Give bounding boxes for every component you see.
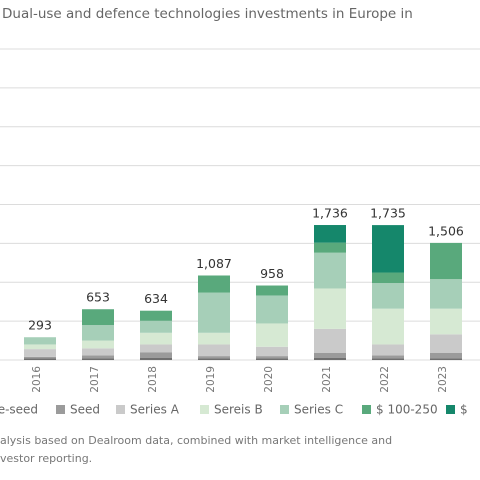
- total-label: 1,087: [196, 256, 232, 271]
- bar-segment: [256, 356, 288, 359]
- total-label: 634: [144, 291, 168, 306]
- bar-segment: [24, 337, 56, 345]
- legend-label: Series C: [294, 403, 343, 417]
- bar-segment: [314, 357, 346, 360]
- bar-segment: [430, 334, 462, 354]
- bar-segment: [430, 358, 462, 360]
- total-label: 1,506: [428, 223, 464, 238]
- legend-label: $ 100-250: [376, 403, 438, 417]
- x-tick-label: 2017: [89, 366, 101, 393]
- legend-swatch: [362, 405, 371, 414]
- legend-label: Series A: [130, 403, 180, 417]
- bar-segment: [82, 348, 114, 356]
- bar-segment: [140, 320, 172, 333]
- bar-segment: [140, 344, 172, 353]
- x-tick-label: 2016: [31, 366, 43, 393]
- bar-segment: [140, 332, 172, 345]
- bar-segment: [372, 272, 404, 284]
- bar-segment: [256, 295, 288, 324]
- legend-label: $: [460, 403, 468, 417]
- bar-segment: [198, 358, 230, 360]
- total-label: 1,735: [370, 206, 406, 221]
- bar-segment: [314, 252, 346, 289]
- legend-label: Seed: [70, 403, 100, 417]
- bar-segment: [24, 356, 56, 359]
- bar-segment: [256, 358, 288, 360]
- source-line: alysis based on Dealroom data, combined …: [0, 434, 392, 447]
- bar-segment: [314, 353, 346, 358]
- bar-segment: [430, 353, 462, 359]
- bar-segment: [430, 242, 462, 280]
- bar-segment: [140, 352, 172, 358]
- bar-segment: [198, 344, 230, 357]
- bar-segment: [430, 308, 462, 335]
- legend-swatch: [56, 405, 65, 414]
- bar-segment: [82, 309, 114, 326]
- bar-segment: [198, 292, 230, 333]
- bar-segment: [24, 344, 56, 350]
- bar-segment: [82, 325, 114, 341]
- bar-segment: [314, 225, 346, 243]
- legend-swatch: [200, 405, 209, 414]
- bar-segment: [372, 355, 404, 359]
- bar-segment: [372, 308, 404, 345]
- bar-segment: [24, 358, 56, 360]
- bar-segment: [372, 225, 404, 273]
- legend-swatch: [280, 405, 289, 414]
- x-tick-label: 2023: [437, 366, 449, 393]
- legend-swatch: [446, 405, 455, 414]
- bar-segment: [82, 340, 114, 349]
- x-tick-label: 2019: [205, 366, 217, 393]
- bar-segment: [82, 358, 114, 360]
- x-tick-label: 2021: [321, 366, 333, 393]
- x-tick-label: 2022: [379, 366, 391, 393]
- bar-segment: [372, 358, 404, 360]
- bar-segment: [314, 242, 346, 253]
- legend-swatch: [116, 405, 125, 414]
- bar-segment: [140, 357, 172, 360]
- bar-segment: [256, 285, 288, 296]
- bar-segment: [198, 356, 230, 359]
- bar-segment: [372, 344, 404, 356]
- legend-label: Sereis B: [214, 403, 263, 417]
- bar-segment: [82, 355, 114, 359]
- bar-segment: [198, 275, 230, 293]
- x-tick-label: 2018: [147, 366, 159, 393]
- bar-segment: [314, 288, 346, 329]
- bar-segment: [24, 349, 56, 357]
- bar-segment: [140, 310, 172, 321]
- source-line: vestor reporting.: [0, 452, 92, 465]
- total-label: 958: [260, 266, 284, 281]
- bar-segment: [256, 323, 288, 347]
- bar-segment: [314, 328, 346, 354]
- bar-segment: [198, 332, 230, 345]
- legend-label: Pre-seed: [0, 403, 38, 417]
- bar-segment: [372, 283, 404, 309]
- total-label: 1,736: [312, 206, 348, 221]
- bar-segment: [430, 279, 462, 309]
- total-label: 293: [28, 318, 52, 333]
- chart-title: Dual-use and defence technologies invest…: [2, 6, 413, 22]
- total-label: 653: [86, 290, 110, 305]
- x-tick-label: 2020: [263, 366, 275, 393]
- bar-segment: [256, 346, 288, 357]
